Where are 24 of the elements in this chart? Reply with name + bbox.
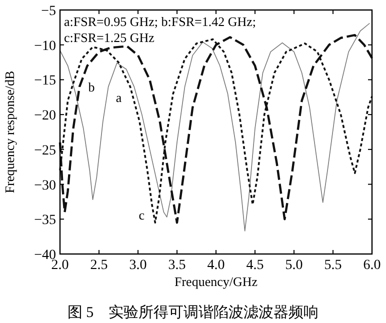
annotation: c (138, 207, 145, 222)
x-tick-label: 2.5 (90, 258, 108, 273)
y-tick-label: −10 (34, 38, 56, 54)
y-tick-label: −5 (41, 4, 56, 19)
text: 图 5 实验所得可调谐陷波滤波器频响 (67, 304, 319, 321)
x-tick-label: 6.0 (363, 258, 381, 273)
annotation: c:FSR=1.25 GHz (64, 30, 155, 45)
x-tick-label: 4.0 (207, 258, 225, 273)
annotation: a (116, 90, 122, 106)
annotation: b (88, 80, 95, 95)
y-tick-label: −25 (34, 143, 56, 158)
y-tick-label: −20 (34, 108, 56, 124)
x-axis-title: Frequency/GHz (174, 274, 258, 289)
x-tick-label: 3.0 (129, 258, 147, 273)
y-tick-label: −15 (34, 74, 56, 89)
x-tick-label: 5.0 (285, 258, 303, 273)
annotation: a:FSR=0.95 GHz; b:FSR=1.42 GHz; (64, 14, 256, 29)
x-tick-label: 4.5 (246, 258, 264, 273)
x-tick-label: 5.5 (324, 258, 342, 273)
x-tick-label: 2.0 (51, 258, 69, 273)
y-tick-label: −30 (34, 178, 56, 194)
y-axis-title: Frequency response/dB (2, 70, 17, 194)
y-tick-label: −35 (34, 213, 56, 228)
x-tick-label: 3.5 (168, 258, 186, 273)
